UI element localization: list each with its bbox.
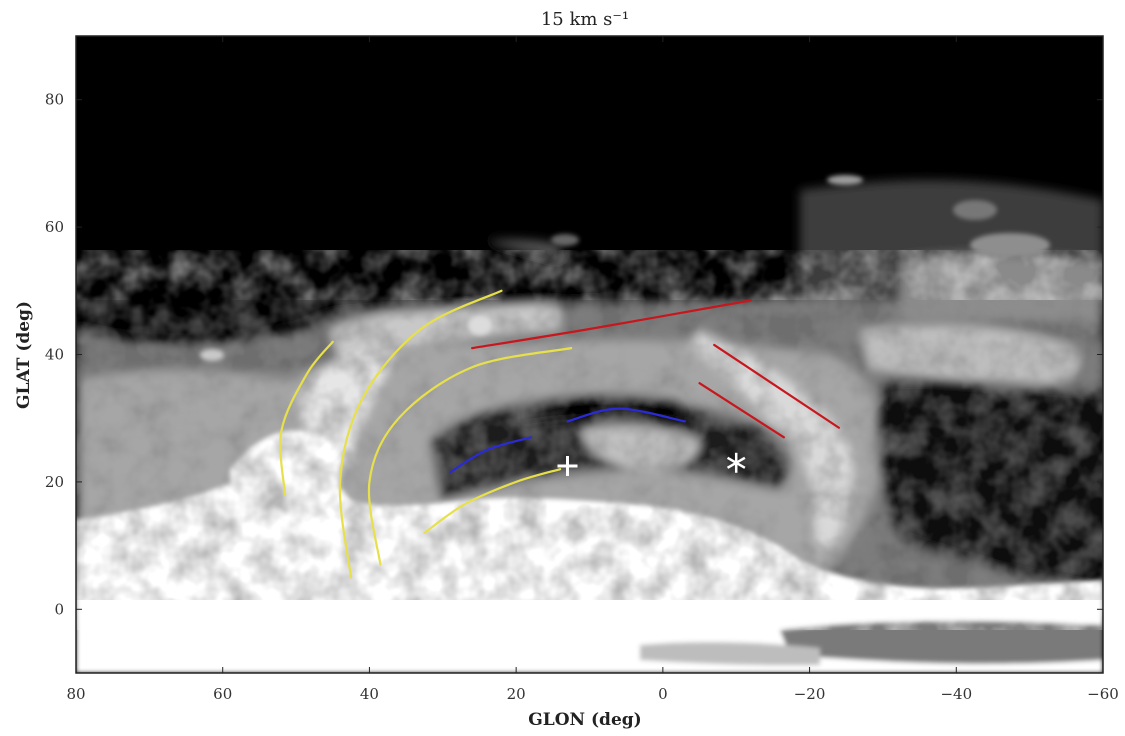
asterisk-marker <box>726 452 746 473</box>
y-axis-ticks: 0 20 40 60 80 <box>45 91 1103 618</box>
y-tick-label: 40 <box>45 346 64 364</box>
y-tick-label: 80 <box>45 91 64 109</box>
red-arc <box>713 343 841 429</box>
marker-layer <box>557 452 746 476</box>
chart-title: 15 km s⁻¹ <box>541 9 629 30</box>
plus-marker <box>557 455 578 476</box>
plot-area <box>76 36 1103 673</box>
x-axis-label: GLON (deg) <box>528 710 641 730</box>
emission-map <box>76 175 1103 673</box>
x-tick-label: 80 <box>66 685 85 703</box>
yellow-arc <box>279 340 334 496</box>
yellow-arc <box>338 289 503 579</box>
red-arc <box>698 382 785 439</box>
y-tick-label: 0 <box>54 600 64 618</box>
x-tick-label: 60 <box>213 685 232 703</box>
blue-arc <box>566 407 686 423</box>
x-axis-ticks: 80 60 40 20 0 −20 −40 −60 <box>66 36 1119 703</box>
y-axis-label: GLAT (deg) <box>14 301 34 409</box>
x-tick-label: −40 <box>940 685 972 703</box>
red-arc <box>471 299 752 350</box>
x-tick-label: 40 <box>360 685 379 703</box>
y-tick-label: 20 <box>45 473 64 491</box>
y-tick-label: 60 <box>45 218 64 236</box>
x-tick-label: 20 <box>507 685 526 703</box>
blue-arc <box>449 436 532 474</box>
overlay-layer <box>279 289 841 579</box>
x-tick-label: −60 <box>1087 685 1119 703</box>
yellow-arc <box>367 347 573 566</box>
x-tick-label: −20 <box>794 685 826 703</box>
yellow-arc <box>423 468 562 534</box>
x-tick-label: 0 <box>658 685 668 703</box>
